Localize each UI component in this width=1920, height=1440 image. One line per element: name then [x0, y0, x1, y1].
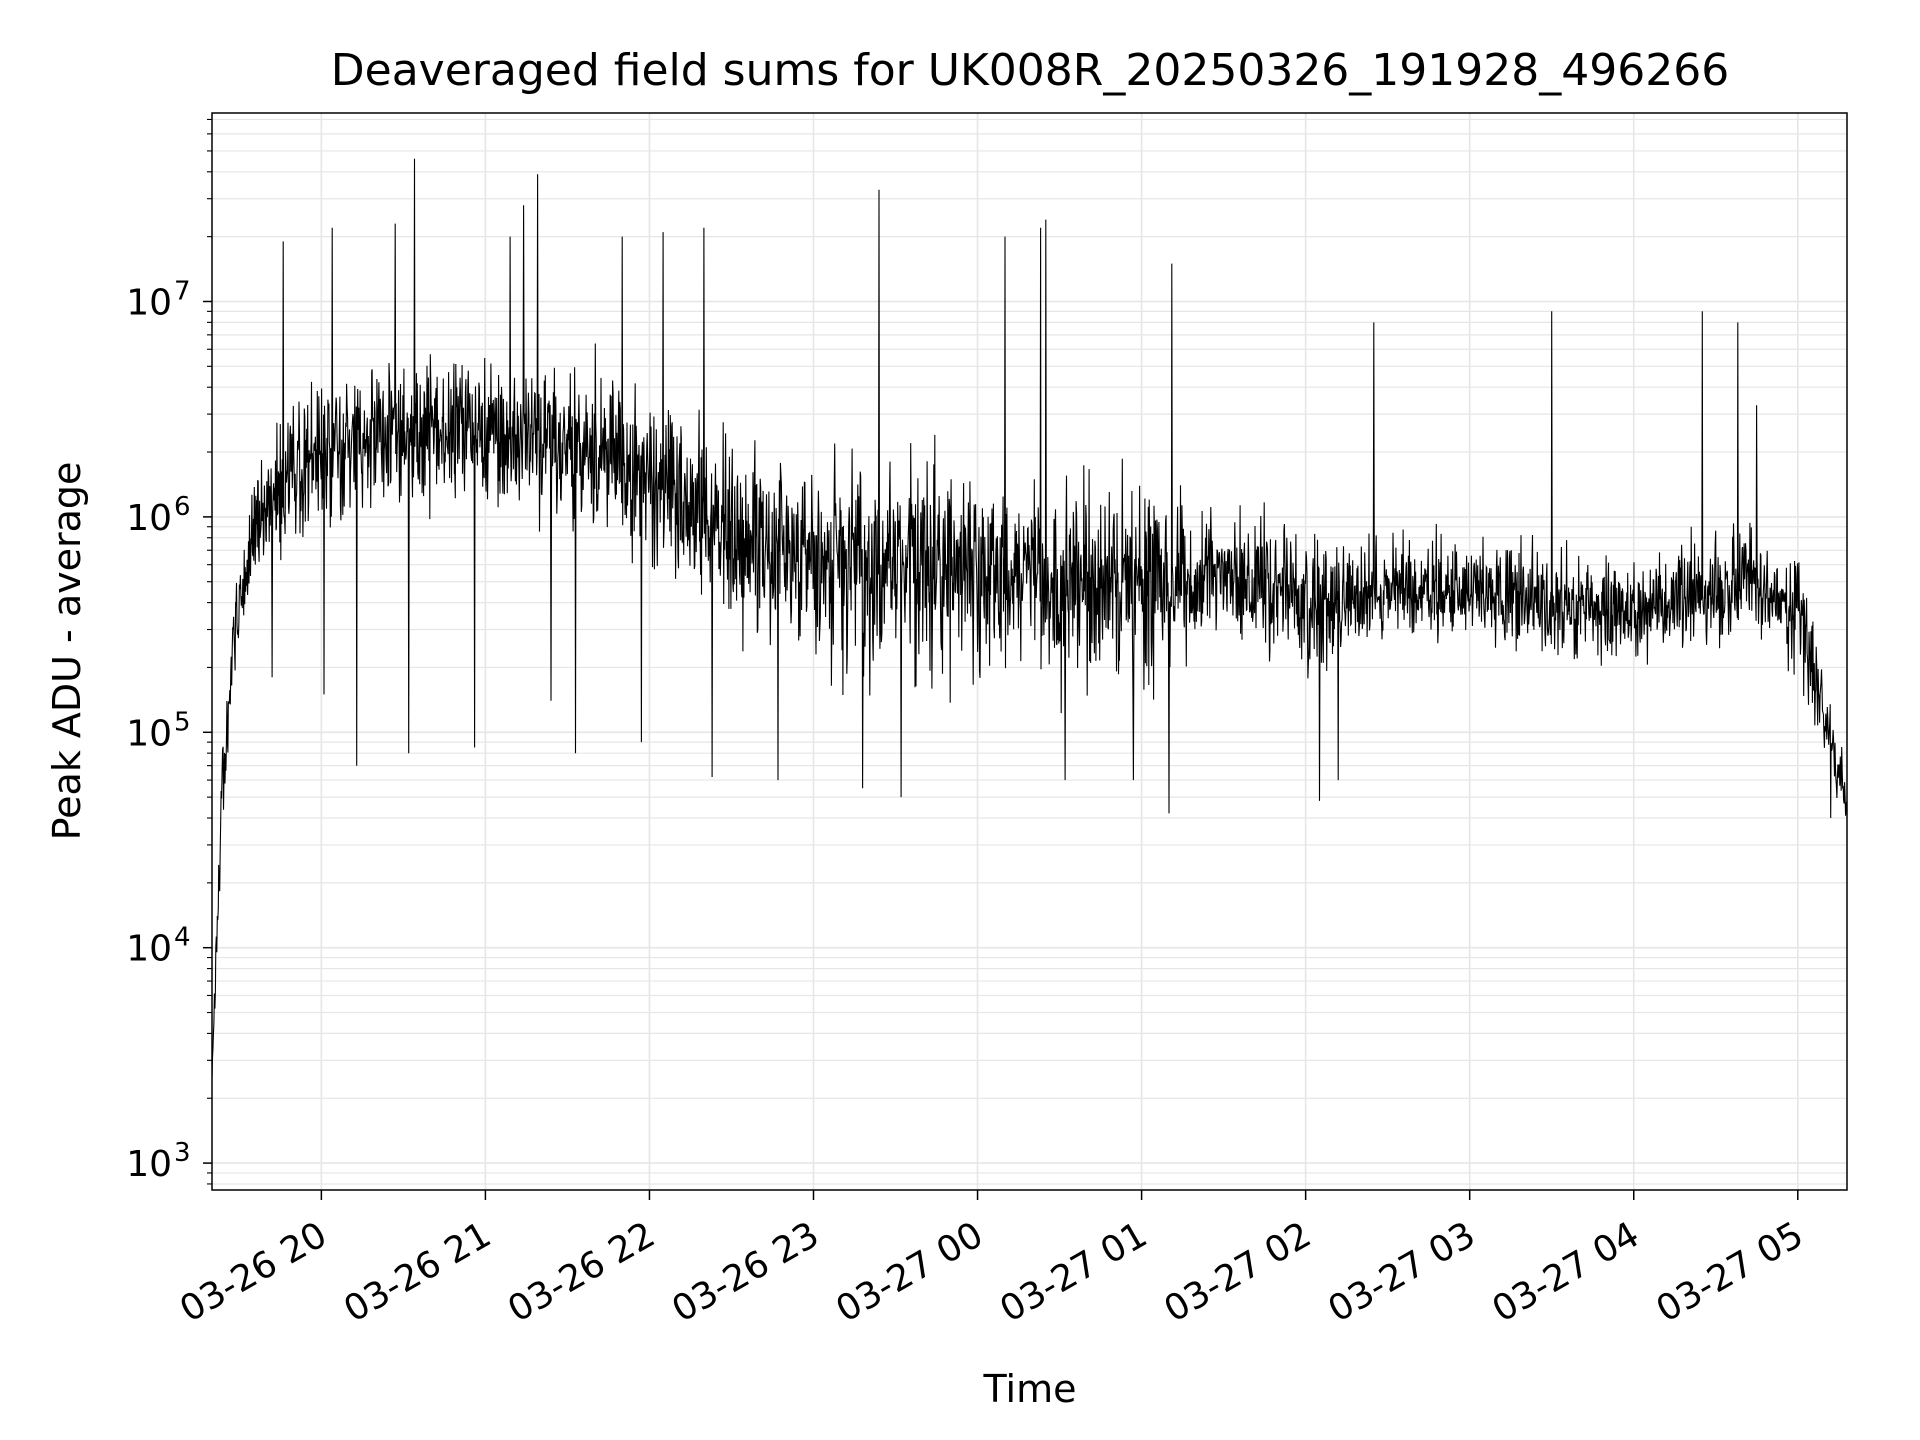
y-tick-label: 10 [126, 1144, 172, 1185]
series-line [211, 158, 1848, 1079]
y-tick-label: 10 [126, 498, 172, 539]
y-tick-label: 10 [126, 282, 172, 323]
y-axis-label: Peak ADU - average [45, 462, 89, 841]
data-line-layer [211, 158, 1848, 1079]
x-axis-label: Time [983, 1367, 1077, 1411]
chart-title: Deaveraged field sums for UK008R_2025032… [331, 45, 1729, 96]
y-tick-label-exponent: 5 [174, 707, 191, 737]
y-tick-label-exponent: 7 [174, 276, 191, 306]
y-tick-label-exponent: 4 [174, 923, 191, 953]
y-tick-label-exponent: 3 [174, 1138, 191, 1168]
y-tick-label: 10 [126, 713, 172, 754]
y-tick-label-exponent: 6 [174, 492, 191, 522]
grid [212, 113, 1847, 1190]
y-tick-label: 10 [126, 929, 172, 970]
plot-frame [211, 112, 1848, 1191]
